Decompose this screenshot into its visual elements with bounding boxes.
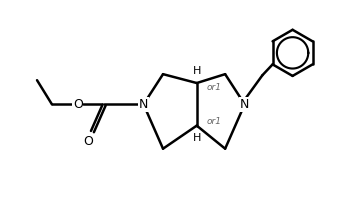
Text: N: N bbox=[139, 98, 148, 111]
Text: H: H bbox=[193, 66, 201, 76]
Text: O: O bbox=[73, 98, 83, 111]
Text: O: O bbox=[83, 135, 93, 148]
Text: or1: or1 bbox=[207, 116, 222, 126]
Text: or1: or1 bbox=[207, 83, 222, 92]
Text: H: H bbox=[193, 133, 201, 143]
Text: N: N bbox=[240, 98, 250, 111]
